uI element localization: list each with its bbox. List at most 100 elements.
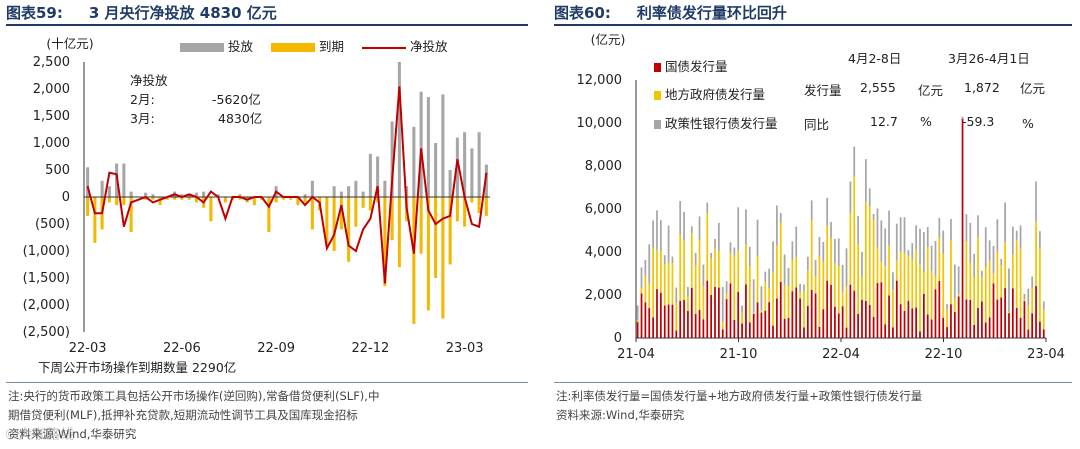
right-bar-local <box>721 321 724 330</box>
right-bar-policy <box>640 267 643 288</box>
right-bar-policy <box>864 159 867 203</box>
right-bar-treasury <box>1008 313 1010 338</box>
right-bar-policy <box>969 222 972 263</box>
right-bar-local <box>953 298 956 312</box>
right-bar-policy <box>683 211 685 241</box>
right-bar-treasury <box>872 316 875 338</box>
left-bar-inject <box>470 148 474 197</box>
right-bar-local <box>965 241 968 300</box>
right-bar-policy <box>1039 231 1041 249</box>
right-bar-policy <box>1042 301 1045 311</box>
right-bar-policy <box>737 207 740 250</box>
left-bar-mature <box>484 197 488 216</box>
right-bar-local <box>981 277 983 302</box>
right-bar-treasury <box>679 300 682 338</box>
left-bar-inject <box>151 194 155 197</box>
annotation-feb-label: 2月: <box>130 92 155 107</box>
right-bar-policy <box>950 218 952 241</box>
right-bar-treasury <box>907 300 910 338</box>
right-bar-policy <box>783 254 786 285</box>
right-bar-local <box>764 281 767 311</box>
left-bar-mature <box>267 197 271 233</box>
right-y-axis-title: (亿元) <box>591 32 626 47</box>
right-bar-treasury <box>640 293 643 338</box>
right-bar-treasury <box>946 327 948 338</box>
right-bar-policy <box>694 252 697 266</box>
legend-label-local: 地方政府债发行量 <box>665 87 766 102</box>
left-y-tick-label: 1,500 <box>33 109 70 124</box>
right-bar-treasury <box>961 118 964 338</box>
right-bar-treasury <box>903 310 906 338</box>
left-bar-mature <box>144 197 148 200</box>
right-bar-policy <box>868 188 871 207</box>
right-bar-treasury <box>1023 301 1026 338</box>
left-x-tick-label: 23-03 <box>446 341 484 356</box>
right-bar-treasury <box>687 310 689 338</box>
left-y-tick-label: (1,000) <box>23 244 70 259</box>
table-issuance-prev-unit: 亿元 <box>1020 81 1046 96</box>
table-yoy-prev-unit: % <box>1022 116 1034 131</box>
right-bar-treasury <box>698 309 701 338</box>
right-bar-policy <box>667 225 670 263</box>
left-bar-mature <box>347 197 351 262</box>
right-bar-treasury <box>659 292 662 338</box>
table-issuance-prev: 1,872 <box>964 80 1000 95</box>
left-bar-inject <box>463 132 467 197</box>
right-bar-local <box>834 263 836 307</box>
left-title-rule <box>6 24 528 26</box>
right-bar-policy <box>1027 288 1030 306</box>
right-bar-policy <box>721 287 724 322</box>
right-bar-policy <box>826 197 829 226</box>
right-bar-local <box>946 309 948 328</box>
right-bar-treasury <box>849 284 852 338</box>
right-bar-treasury <box>737 292 740 338</box>
right-bar-policy <box>965 214 968 242</box>
right-bar-local <box>957 294 960 297</box>
legend-label-mature: 到期 <box>318 39 344 54</box>
right-bar-treasury <box>930 319 933 338</box>
left-bar-mature <box>441 197 445 319</box>
left-bar-mature <box>419 197 423 254</box>
left-bar-inject <box>180 194 184 197</box>
right-bar-treasury <box>884 324 887 338</box>
right-bar-policy <box>934 240 937 276</box>
right-bar-policy <box>953 264 956 299</box>
right-x-tick-label: 23-04 <box>1027 347 1065 362</box>
right-bar-policy <box>849 181 852 214</box>
left-bar-mature <box>107 197 111 203</box>
right-bar-treasury <box>721 329 724 338</box>
right-bar-local <box>857 244 859 314</box>
right-bar-treasury <box>764 310 767 338</box>
left-bar-mature <box>470 197 474 203</box>
right-bar-policy <box>911 243 914 260</box>
left-bar-inject <box>361 191 365 197</box>
right-bar-policy <box>690 226 693 234</box>
right-bar-local <box>741 312 743 324</box>
left-bar-mature <box>252 197 256 206</box>
annotation-mar-value: 4830亿 <box>218 111 263 126</box>
watermark: ©大咖路线 <box>4 427 74 443</box>
right-bar-local <box>1008 311 1010 314</box>
right-bar-treasury <box>1011 288 1014 338</box>
right-bar-policy <box>698 216 701 240</box>
right-bar-policy <box>837 238 840 267</box>
right-bar-local <box>772 272 774 326</box>
left-bar-inject <box>347 186 351 197</box>
right-bar-local <box>737 249 740 293</box>
right-bar-treasury <box>718 287 720 338</box>
right-bar-local <box>926 246 929 315</box>
right-bar-treasury <box>652 317 654 338</box>
right-bar-treasury <box>787 318 790 338</box>
right-y-tick-label: 8,000 <box>585 159 622 174</box>
left-source-line: 资料来源:Wind,华泰研究 <box>8 427 137 441</box>
right-bar-policy <box>714 238 716 249</box>
right-bar-policy <box>671 256 674 264</box>
right-bar-local <box>659 251 662 293</box>
left-x-tick-label: 22-09 <box>257 341 295 356</box>
right-bar-policy <box>818 237 821 256</box>
right-bar-local <box>679 234 682 301</box>
right-bar-treasury <box>675 330 678 338</box>
right-bar-local <box>849 213 852 285</box>
table-issuance-current: 2,555 <box>860 80 896 95</box>
right-bar-treasury <box>977 307 979 338</box>
